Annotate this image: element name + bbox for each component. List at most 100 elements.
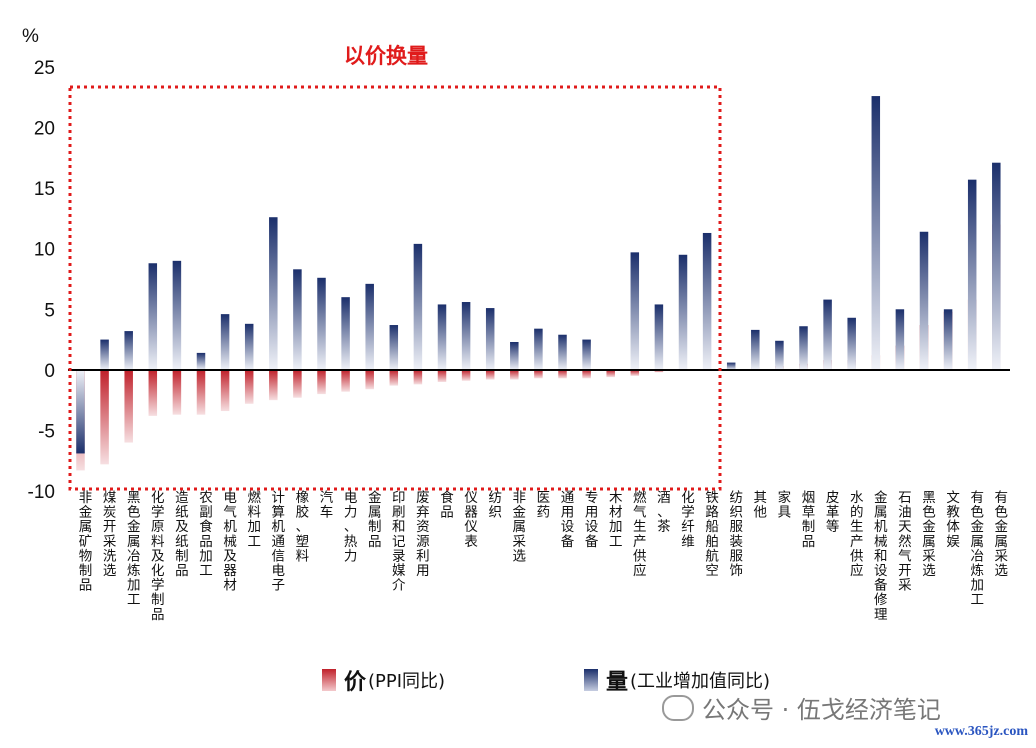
- category-label: 家具: [778, 489, 792, 521]
- y-tick-label: 25: [34, 58, 55, 79]
- price-bar: [606, 369, 615, 378]
- price-bar: [293, 369, 302, 398]
- category-label: 废弃资源利用: [416, 490, 430, 579]
- price-bar: [100, 369, 109, 465]
- volume-bar: [678, 254, 688, 370]
- volume-bar: [76, 369, 85, 454]
- volume-bar: [196, 352, 206, 370]
- price-bar: [485, 369, 495, 380]
- category-label: 酒、茶: [657, 490, 671, 535]
- category-label: 仪器仪表: [464, 490, 478, 550]
- category-label: 专用设备: [585, 490, 599, 550]
- y-tick-label: 0: [44, 361, 55, 382]
- legend-price-sub: (PPI同比): [368, 671, 446, 692]
- volume-bar: [293, 269, 302, 370]
- category-label: 其他: [754, 490, 768, 521]
- site-url: www.365jz.com: [934, 724, 1028, 739]
- volume-bar: [847, 317, 856, 370]
- volume-bar: [244, 323, 254, 370]
- category-label: 非金属采选: [513, 490, 527, 564]
- y-tick-label: 15: [34, 179, 55, 200]
- y-tick-label: 20: [34, 119, 55, 140]
- category-label: 烟草制品: [802, 490, 816, 550]
- volume-bar: [437, 304, 447, 370]
- price-bar: [148, 369, 158, 416]
- volume-bar: [967, 179, 977, 370]
- legend-item-price: 价 (PPI同比): [322, 662, 445, 698]
- volume-bar: [148, 263, 158, 370]
- category-label: 汽车: [320, 490, 334, 521]
- price-bar: [124, 369, 133, 443]
- category-label: 计算机通信电子: [272, 490, 286, 594]
- volume-bar: [269, 217, 278, 370]
- y-tick-label: -10: [28, 482, 55, 503]
- legend-item-volume: 量 (工业增加值同比): [584, 662, 770, 698]
- volume-bar: [317, 277, 326, 370]
- volume-bar: [461, 302, 471, 370]
- volume-bar: [534, 328, 543, 370]
- price-bar: [437, 369, 447, 382]
- volume-bar: [654, 304, 664, 370]
- category-label: 食品: [440, 489, 454, 521]
- volume-bar: [799, 326, 808, 370]
- volume-bar: [413, 243, 423, 370]
- price-bar: [317, 369, 326, 395]
- volume-bar: [871, 96, 881, 370]
- category-label: 造纸及纸制品: [175, 490, 189, 579]
- volume-bar: [702, 232, 712, 370]
- category-label: 有色金属冶炼加工: [970, 490, 984, 608]
- price-bar: [582, 369, 591, 379]
- volume-bar: [630, 252, 640, 370]
- category-label: 铁路船舶航空: [705, 490, 719, 579]
- volume-bar: [751, 329, 760, 370]
- category-label: 金属制品: [368, 490, 382, 550]
- price-bar: [196, 369, 206, 415]
- price-bar: [389, 369, 399, 386]
- category-label: 纺织: [488, 490, 502, 521]
- category-label: 燃气生产供应: [633, 489, 647, 579]
- legend: 价 (PPI同比) 量 (工业增加值同比): [0, 662, 1036, 702]
- category-label: 水的生产供应: [850, 490, 864, 579]
- category-label: 通用设备: [561, 490, 575, 550]
- category-label: 石油天然气开采: [898, 490, 912, 594]
- volume-bar: [895, 309, 905, 370]
- category-label: 燃料加工: [247, 489, 261, 550]
- legend-volume-sub: (工业增加值同比): [630, 671, 771, 692]
- price-bar: [341, 369, 350, 392]
- wechat-icon: [662, 694, 694, 721]
- volume-bar: [220, 314, 230, 370]
- volume-bar: [943, 309, 953, 370]
- price-bar: [244, 369, 254, 404]
- volume-bar: [124, 331, 133, 370]
- price-bar: [558, 369, 567, 379]
- volume-bar: [341, 297, 350, 370]
- category-label: 电力、热力: [344, 490, 358, 564]
- volume-bar: [992, 162, 1001, 370]
- volume-bar: [389, 325, 399, 370]
- volume-bar: [775, 340, 784, 370]
- legend-price-main: 价: [344, 670, 367, 695]
- price-bar: [172, 369, 182, 415]
- volume-bar: [919, 231, 929, 370]
- volume-bar: [100, 339, 109, 370]
- category-label: 电气机械及器材: [223, 490, 237, 594]
- volume-bar: [558, 334, 567, 370]
- category-label: 文教体娱: [946, 490, 960, 550]
- legend-swatch-volume: [584, 669, 598, 691]
- category-label: 有色金属采选: [995, 490, 1009, 579]
- y-tick-label: 5: [44, 300, 55, 321]
- watermark-text: 公众号 · 伍戈经济笔记: [702, 696, 941, 724]
- y-axis-label: %: [22, 26, 39, 47]
- category-label: 化学原料及化学制品: [151, 490, 165, 623]
- category-label: 非金属矿物制品: [79, 490, 93, 594]
- price-bar: [654, 369, 664, 373]
- volume-bar: [823, 299, 832, 370]
- volume-bar: [365, 283, 374, 370]
- category-label: 橡胶、塑料: [296, 490, 310, 564]
- price-bar: [461, 369, 471, 381]
- volume-bar: [485, 308, 495, 370]
- volume-bar: [510, 341, 519, 370]
- highlight-box: [68, 85, 722, 491]
- legend-swatch-price: [322, 669, 336, 691]
